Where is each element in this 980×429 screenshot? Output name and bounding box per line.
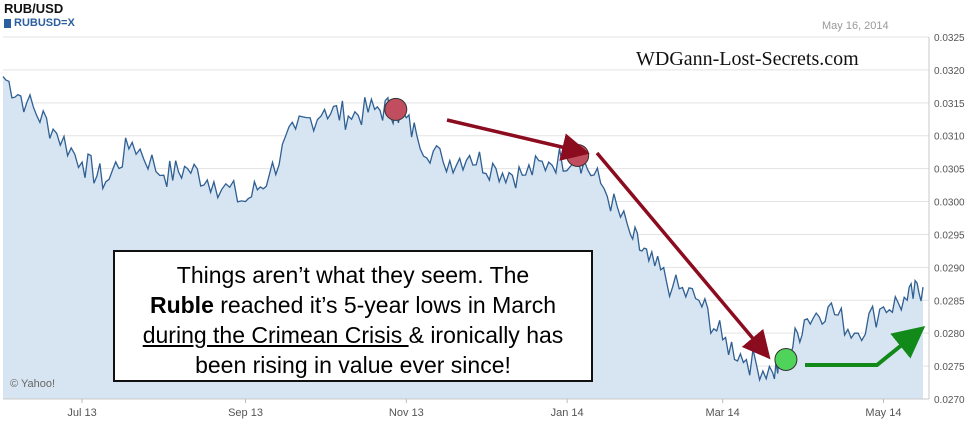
annotation-line-1: Things aren’t what they seem. The <box>176 262 530 288</box>
trend-arrows <box>446 118 926 367</box>
x-tick-label: Jan 14 <box>551 407 584 419</box>
y-tick-label: 0.0270 <box>934 395 965 406</box>
x-tick-label: Nov 13 <box>389 407 424 419</box>
decline-arrow-1 <box>446 118 590 161</box>
decline-arrow-2 <box>595 151 771 360</box>
annotation-line-3: during the Crimean Crisis & ironically h… <box>142 322 564 348</box>
y-tick-label: 0.0295 <box>934 230 965 241</box>
annotation-ruble: Ruble <box>149 292 214 318</box>
annotation-box: Things aren’t what they seem. The Ruble … <box>113 250 593 382</box>
x-tick-label: May 14 <box>865 407 901 419</box>
x-tick-label: Sep 13 <box>228 407 263 419</box>
annotation-crimea: during the Crimean Crisis <box>142 322 409 348</box>
legend-swatch <box>4 18 11 28</box>
recovery-arrow <box>805 325 926 367</box>
legend-label: RUBUSD=X <box>14 17 75 29</box>
low-marker <box>774 348 798 372</box>
y-tick-labels: 0.0270 0.0275 0.0280 0.0285 0.0290 0.0295 0.03… <box>934 33 965 406</box>
legend: RUBUSD=X <box>4 17 75 29</box>
date-label: May 16, 2014 <box>822 20 889 32</box>
y-tick-label: 0.0305 <box>934 165 965 176</box>
y-tick-label: 0.0310 <box>934 132 965 143</box>
y-tick-label: 0.0285 <box>934 296 965 307</box>
chart-title: RUB/USD <box>4 1 64 16</box>
y-tick-label: 0.0275 <box>934 362 965 373</box>
x-tick-labels: Jul 13 Sep 13 Nov 13 Jan 14 Mar 14 May 14 <box>67 399 901 419</box>
y-tick-label: 0.0290 <box>934 263 965 274</box>
annotation-line-4: been rising in value ever since! <box>195 352 511 378</box>
annotation-line-2: Ruble reached it’s 5-year lows in March <box>149 292 557 318</box>
y-tick-label: 0.0300 <box>934 198 965 209</box>
y-tick-label: 0.0320 <box>934 66 965 77</box>
y-tick-label: 0.0280 <box>934 329 965 340</box>
y-tick-label: 0.0325 <box>934 33 965 44</box>
watermark: WDGann-Lost-Secrets.com <box>636 48 859 70</box>
source-credit: © Yahoo! <box>10 378 56 390</box>
x-tick-label: Mar 14 <box>706 407 740 419</box>
y-tick-label: 0.0315 <box>934 99 965 110</box>
peak-marker <box>384 97 408 121</box>
x-tick-label: Jul 13 <box>67 407 96 419</box>
